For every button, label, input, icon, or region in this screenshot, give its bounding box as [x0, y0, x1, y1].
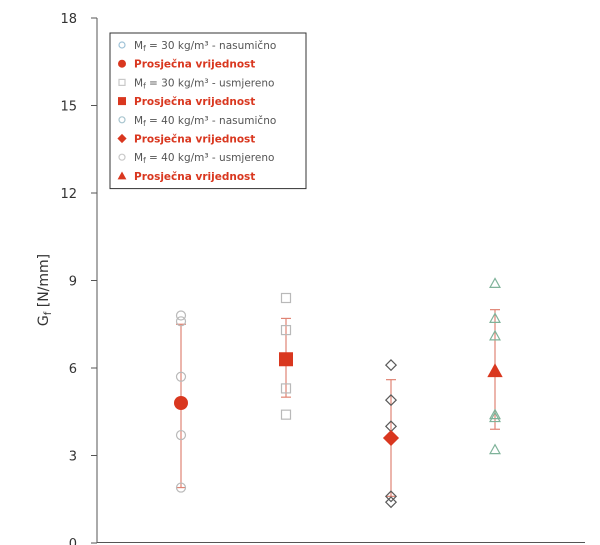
- error-bars: [176, 309, 500, 497]
- raw-point: [489, 411, 501, 423]
- legend-label: Prosječna vrijednost: [134, 134, 255, 146]
- raw-point: [489, 329, 501, 341]
- y-tick-label: 3: [69, 450, 77, 465]
- y-axis-label-unit: [N/mm]: [36, 254, 52, 312]
- legend-label: Prosječna vrijednost: [134, 96, 255, 108]
- legend-marker: [118, 97, 126, 106]
- raw-point: [280, 409, 292, 420]
- raw-point: [175, 429, 187, 441]
- raw-point: [280, 383, 292, 394]
- legend-marker: [118, 78, 126, 87]
- legend-label: Mf = 40 kg/m³ - usmjereno: [134, 152, 274, 165]
- legend-label: Mf = 30 kg/m³ - usmjereno: [134, 77, 274, 90]
- raw-point: [175, 482, 187, 493]
- y-tick-label: 6: [69, 362, 77, 377]
- y-tick-label: 9: [69, 275, 77, 290]
- legend-marker: [118, 41, 126, 49]
- mean-point: [174, 396, 188, 410]
- legend-marker: [118, 59, 126, 68]
- legend-marker: [118, 153, 126, 161]
- mean-point: [279, 352, 293, 367]
- y-tick-label: 0: [69, 537, 77, 545]
- legend: Mf = 30 kg/m³ - nasumično Prosječna vrije…: [109, 32, 307, 190]
- raw-point: [175, 371, 187, 382]
- legend-label: Prosječna vrijednost: [134, 59, 255, 71]
- mean-point: [382, 429, 400, 447]
- mean-point: [487, 363, 503, 378]
- raw-point: [280, 292, 292, 304]
- raw-point: [175, 310, 187, 321]
- y-axis-label: Gf [N/mm]: [36, 254, 54, 326]
- raw-point: [384, 490, 398, 503]
- y-tick-label: 15: [60, 100, 77, 115]
- raw-point: [489, 312, 501, 323]
- y-tick-label: 18: [60, 12, 77, 27]
- raw-point: [489, 277, 501, 288]
- raw-point: [384, 359, 398, 372]
- y-tick-label: 12: [60, 187, 77, 202]
- legend-marker: [117, 171, 127, 180]
- raw-point: [384, 394, 398, 407]
- raw-point: [489, 408, 501, 420]
- y-axis-label-main: G: [36, 315, 52, 326]
- y-axis-label-sub: f: [43, 311, 54, 315]
- legend-label: Prosječna vrijednost: [134, 171, 255, 183]
- legend-label: Mf = 30 kg/m³ - nasumično: [134, 40, 276, 53]
- raw-point: [175, 316, 187, 327]
- legend-marker: [118, 116, 126, 124]
- raw-point: [384, 496, 398, 509]
- svg-text:Gf [N/mm]: Gf [N/mm]: [36, 254, 54, 326]
- raw-point: [489, 443, 501, 455]
- data-points: [174, 277, 503, 509]
- raw-point: [280, 324, 292, 336]
- chart-axes: 0 3 6 9 12 15 18: [60, 12, 585, 545]
- legend-label: Mf = 40 kg/m³ - nasumično: [134, 115, 276, 128]
- legend-box: [109, 32, 307, 190]
- legend-marker: [117, 133, 127, 144]
